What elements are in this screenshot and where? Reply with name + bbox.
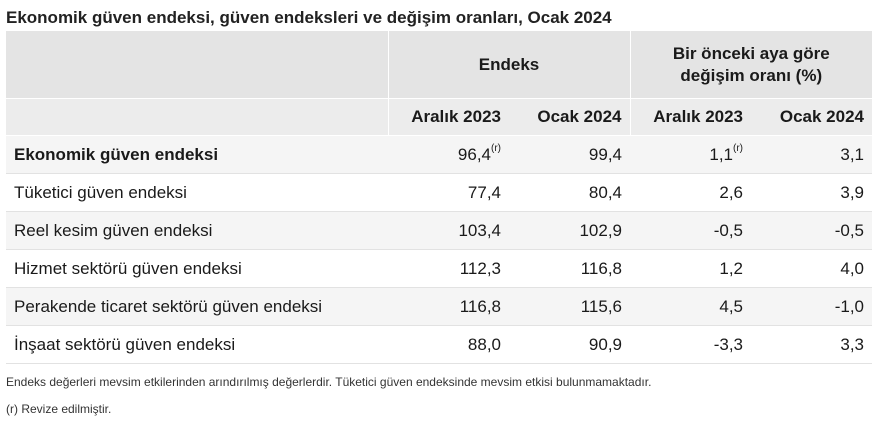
row-label: Perakende ticaret sektörü güven endeksi bbox=[6, 287, 388, 326]
cell-value: 3,1 bbox=[751, 135, 873, 174]
header-col-index-dec: Aralık 2023 bbox=[388, 98, 509, 136]
row-label: Reel kesim güven endeksi bbox=[6, 211, 388, 250]
cell-value: 116,8 bbox=[509, 249, 631, 288]
cell-value: 77,4 bbox=[388, 173, 509, 212]
cell-value: -0,5 bbox=[751, 211, 873, 250]
header-col-change-jan: Ocak 2024 bbox=[751, 98, 873, 136]
table-row: İnşaat sektörü güven endeksi 88,0 90,9 -… bbox=[6, 325, 873, 364]
header-row-groups: Endeks Bir önceki aya göre değişim oranı… bbox=[6, 31, 873, 99]
table-row: Ekonomik güven endeksi 96,4(r) 99,4 1,1(… bbox=[6, 135, 873, 174]
row-label: Tüketici güven endeksi bbox=[6, 173, 388, 212]
row-label: Ekonomik güven endeksi bbox=[6, 135, 388, 174]
cell-value: 2,6 bbox=[630, 173, 752, 212]
header-group-index: Endeks bbox=[388, 31, 631, 99]
table-row: Perakende ticaret sektörü güven endeksi … bbox=[6, 287, 873, 326]
cell-value: 1,1(r) bbox=[630, 135, 752, 174]
cell-value: 3,9 bbox=[751, 173, 873, 212]
cell-value: 90,9 bbox=[509, 325, 631, 364]
confidence-index-table: Endeks Bir önceki aya göre değişim oranı… bbox=[6, 31, 873, 364]
cell-value: 4,0 bbox=[751, 249, 873, 288]
header-group-change-line2: değişim oranı (%) bbox=[680, 65, 823, 85]
header-group-change-line1: Bir önceki aya göre bbox=[672, 43, 830, 63]
table-row: Reel kesim güven endeksi 103,4 102,9 -0,… bbox=[6, 211, 873, 250]
footnote-seasonal: Endeks değerleri mevsim etkilerinden arı… bbox=[6, 375, 652, 389]
table-row: Tüketici güven endeksi 77,4 80,4 2,6 3,9 bbox=[6, 173, 873, 212]
header-empty-cell-2 bbox=[6, 98, 389, 136]
header-group-change: Bir önceki aya göre değişim oranı (%) bbox=[630, 31, 873, 99]
revised-mark: (r) bbox=[733, 142, 744, 154]
table-title: Ekonomik güven endeksi, güven endeksleri… bbox=[6, 8, 612, 27]
header-empty-cell bbox=[6, 31, 389, 99]
cell-value: 116,8 bbox=[388, 287, 509, 326]
cell-value: 96,4(r) bbox=[388, 135, 509, 174]
cell-value: -0,5 bbox=[630, 211, 752, 250]
cell-value: 103,4 bbox=[388, 211, 509, 250]
cell-value: 3,3 bbox=[751, 325, 873, 364]
cell-value: 1,2 bbox=[630, 249, 752, 288]
footnote-revised: (r) Revize edilmiştir. bbox=[6, 402, 112, 416]
header-col-index-jan: Ocak 2024 bbox=[509, 98, 631, 136]
cell-value: 112,3 bbox=[388, 249, 509, 288]
cell-value: 115,6 bbox=[509, 287, 631, 326]
cell-value: 4,5 bbox=[630, 287, 752, 326]
cell-value: 80,4 bbox=[509, 173, 631, 212]
header-col-change-dec: Aralık 2023 bbox=[630, 98, 752, 136]
header-row-periods: Aralık 2023 Ocak 2024 Aralık 2023 Ocak 2… bbox=[6, 98, 873, 136]
revised-mark: (r) bbox=[491, 142, 501, 154]
cell-value: -1,0 bbox=[751, 287, 873, 326]
cell-value: 88,0 bbox=[388, 325, 509, 364]
cell-value: 102,9 bbox=[509, 211, 631, 250]
table-row: Hizmet sektörü güven endeksi 112,3 116,8… bbox=[6, 249, 873, 288]
row-label: İnşaat sektörü güven endeksi bbox=[6, 325, 388, 364]
row-label: Hizmet sektörü güven endeksi bbox=[6, 249, 388, 288]
cell-value: 99,4 bbox=[509, 135, 631, 174]
cell-value: -3,3 bbox=[630, 325, 752, 364]
